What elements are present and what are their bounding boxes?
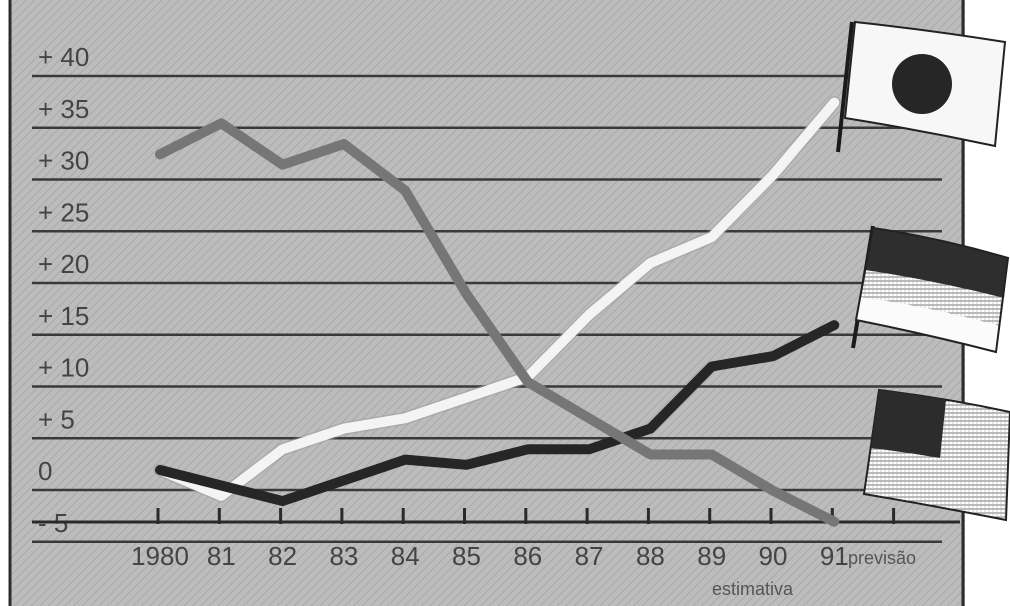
- series-line-germany: [155, 320, 840, 507]
- forecast-note: previsão: [848, 548, 916, 568]
- x-tick-label: 1980: [131, 541, 189, 571]
- x-tick-label: 91: [820, 541, 849, 571]
- series-line-japan: [155, 97, 840, 501]
- x-tick-label: 90: [759, 541, 788, 571]
- y-tick-label: + 15: [38, 301, 89, 331]
- series-lines: [153, 96, 841, 527]
- germany-flag: [851, 225, 1010, 354]
- y-axis-tick-labels: + 40+ 35+ 30+ 25+ 20+ 15+ 10+ 50- 5: [38, 42, 89, 538]
- y-tick-label: + 40: [38, 42, 89, 72]
- y-tick-label: + 30: [38, 146, 89, 176]
- x-tick-label: 88: [636, 541, 665, 571]
- x-tick-label: 87: [575, 541, 604, 571]
- y-tick-label: + 5: [38, 404, 75, 434]
- y-tick-label: + 35: [38, 94, 89, 124]
- y-tick-label: 0: [38, 456, 52, 486]
- x-tick-label: 84: [391, 541, 420, 571]
- japan-flag: [836, 20, 1007, 153]
- usa-flag: [862, 388, 1010, 522]
- gridlines: [32, 74, 942, 543]
- x-tick-label: 89: [697, 541, 726, 571]
- x-tick-label: 81: [207, 541, 236, 571]
- estimate-note: estimativa: [712, 579, 794, 599]
- x-tick-label: 85: [452, 541, 481, 571]
- x-tick-label: 82: [268, 541, 297, 571]
- x-tick-label: 83: [329, 541, 358, 571]
- series-line-usa: [155, 118, 840, 527]
- y-tick-label: + 10: [38, 353, 89, 383]
- x-tick-label: 86: [513, 541, 542, 571]
- x-axis: 1980 81 82 83 84 85 86 87 88 89 90 91: [32, 508, 960, 571]
- y-tick-label: + 20: [38, 249, 89, 279]
- y-tick-label: + 25: [38, 197, 89, 227]
